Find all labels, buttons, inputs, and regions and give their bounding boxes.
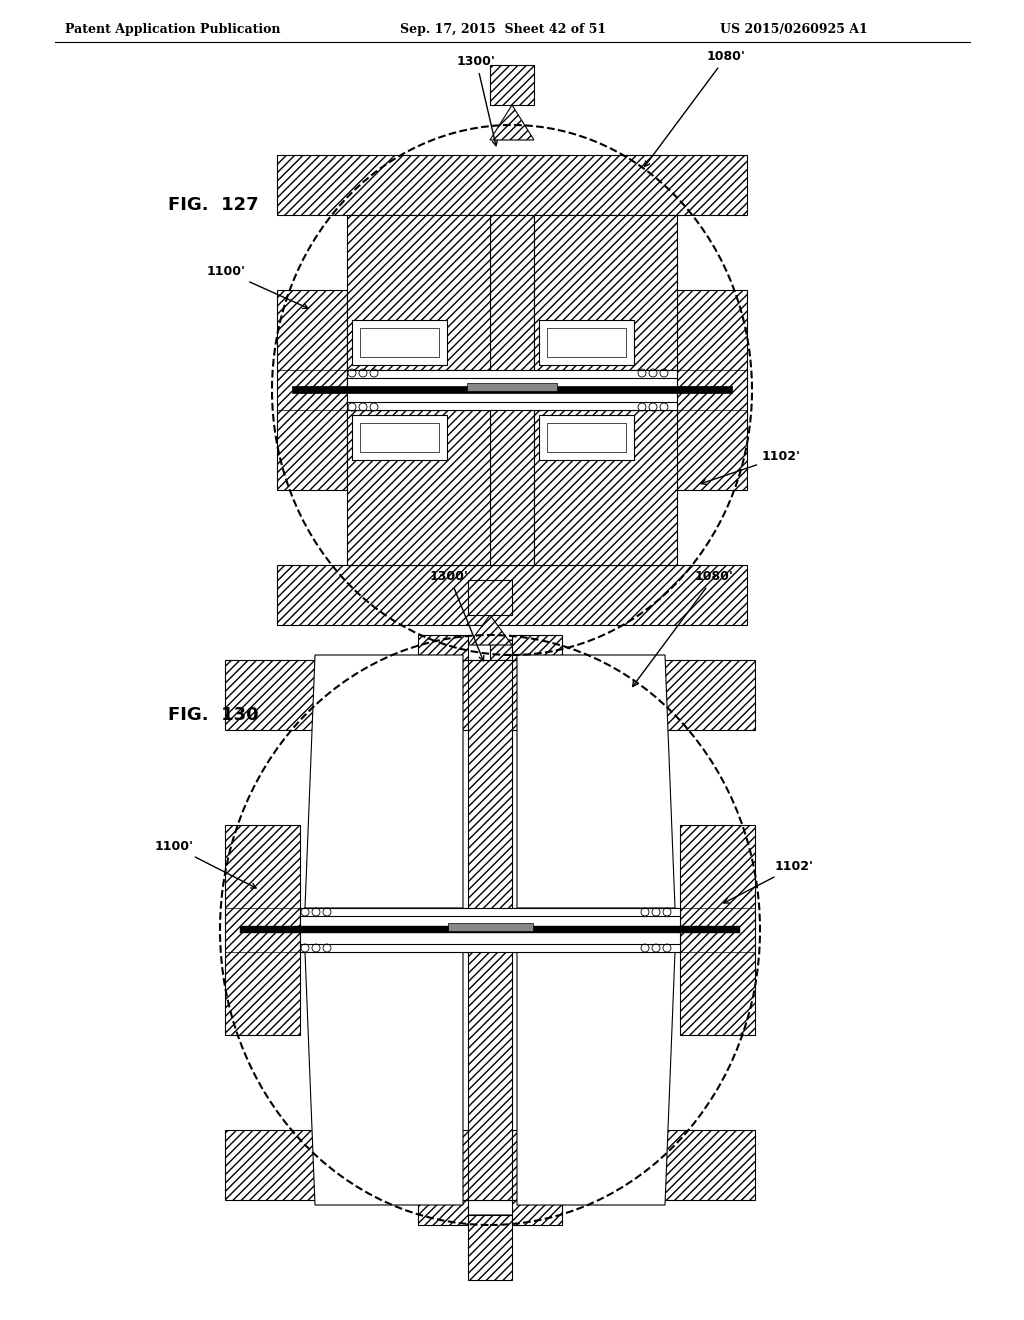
Bar (539, 414, 634, 459)
Bar (418, 635, 468, 660)
Polygon shape (517, 655, 675, 908)
Bar (347, 370, 677, 411)
Text: Patent Application Publication: Patent Application Publication (65, 22, 281, 36)
Bar (677, 290, 746, 490)
Text: 1100': 1100' (155, 840, 256, 888)
Text: FIG.  130: FIG. 130 (168, 706, 259, 723)
Bar (225, 1130, 755, 1200)
Text: 1080': 1080' (633, 570, 734, 686)
Bar (547, 327, 626, 356)
Text: Sep. 17, 2015  Sheet 42 of 51: Sep. 17, 2015 Sheet 42 of 51 (400, 22, 606, 36)
Bar (360, 422, 439, 451)
Bar (512, 950, 680, 952)
Polygon shape (490, 640, 534, 675)
Bar (278, 154, 746, 215)
Bar (418, 1200, 468, 1225)
Polygon shape (305, 952, 463, 1205)
Polygon shape (517, 952, 675, 1205)
Bar (468, 660, 512, 1200)
Bar (300, 908, 468, 909)
Text: 1100': 1100' (207, 265, 308, 309)
Text: 1300': 1300' (457, 55, 498, 145)
Bar (240, 927, 740, 933)
Bar (512, 1200, 562, 1225)
Bar (347, 411, 490, 565)
Text: FIG.  127: FIG. 127 (168, 195, 259, 214)
Bar (490, 640, 534, 715)
Bar (512, 908, 680, 909)
Bar (468, 1214, 512, 1280)
Text: 1102': 1102' (724, 861, 814, 903)
Bar (347, 215, 490, 370)
Bar (467, 383, 557, 391)
Text: US 2015/0260925 A1: US 2015/0260925 A1 (720, 22, 867, 36)
Polygon shape (305, 655, 463, 908)
Bar (539, 319, 634, 366)
Polygon shape (490, 106, 534, 140)
Bar (300, 908, 680, 952)
Bar (534, 411, 677, 565)
Bar (225, 825, 300, 1035)
Text: 1300': 1300' (430, 570, 484, 661)
Bar (449, 923, 534, 931)
Bar (278, 290, 347, 490)
Bar (468, 579, 512, 615)
Polygon shape (468, 1214, 512, 1245)
Bar (360, 327, 439, 356)
Bar (490, 215, 534, 565)
Bar (680, 825, 755, 1035)
Bar (547, 422, 626, 451)
Bar (225, 660, 755, 730)
Bar (534, 215, 677, 370)
Bar (490, 65, 534, 106)
Text: 1102': 1102' (701, 450, 801, 484)
Bar (292, 385, 732, 393)
Text: 1080': 1080' (644, 50, 745, 166)
Bar (352, 414, 447, 459)
Bar (278, 565, 746, 624)
Polygon shape (468, 615, 512, 645)
Bar (512, 635, 562, 660)
Bar (352, 319, 447, 366)
Bar (300, 950, 468, 952)
